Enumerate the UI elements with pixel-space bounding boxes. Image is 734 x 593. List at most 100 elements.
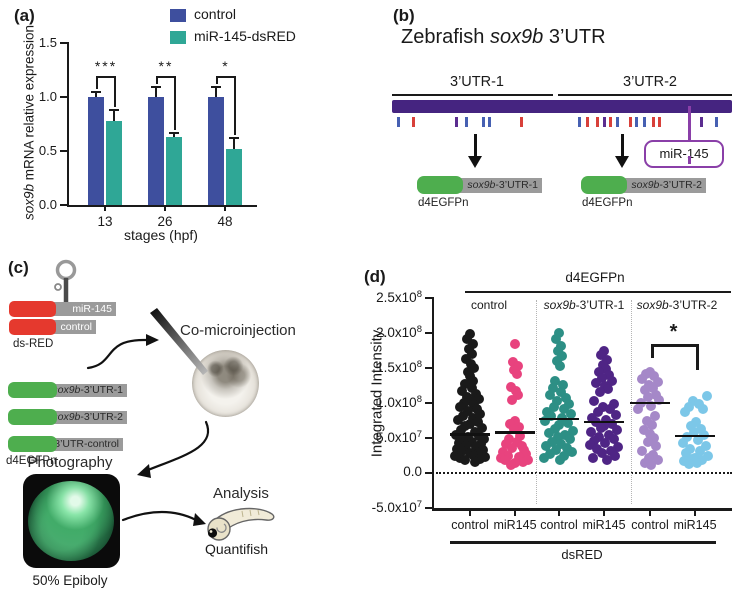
data-point [478,444,488,455]
data-point [702,391,712,401]
data-point [545,449,555,460]
scatter-group-header: control [470,298,508,312]
data-point [558,379,568,390]
x-axis-tick [164,205,166,211]
embryo-illustration [192,350,259,417]
fluorescence-photo [23,474,120,568]
y-axis-tick [425,401,434,405]
data-point [603,384,613,394]
green-embryo-image [28,481,114,561]
data-point [688,395,698,406]
median-line [584,420,624,424]
y-axis-tick [60,41,69,45]
dsred-mir145-tag: miR-145 [50,302,116,316]
data-point [654,395,664,406]
data-point [639,424,649,435]
data-point [521,449,531,460]
bar-control [88,97,104,205]
y-axis-tick [425,296,434,300]
error-bar-cap [109,109,119,112]
data-point [467,382,477,393]
error-bar [173,133,175,137]
data-point [637,445,647,456]
y-axis-tick [425,471,434,475]
down-arrow-icon [620,134,624,156]
data-point [457,386,467,397]
data-point [501,438,511,449]
data-point [610,450,620,461]
data-point [649,371,659,382]
panel-b: (b) Zebrafish sox9b 3’UTR 3’UTR-1 3’UTR-… [385,0,734,250]
data-point [508,356,518,367]
dsred-box [9,319,56,335]
analysis-step-label: Analysis [213,485,269,502]
data-point [554,328,564,338]
dsred-control-tag: control [50,320,96,334]
group-separator [536,300,537,504]
median-line [630,401,670,405]
title-prefix: Zebrafish [401,26,490,48]
gfp-control-tag: 3’UTR-control [50,438,123,451]
x-axis-tick-label: 13 [97,214,113,229]
data-point [475,408,485,419]
utr-site-tick [608,117,612,127]
x-axis-tick-label: miR145 [582,518,626,532]
sig-bracket [651,344,699,347]
data-point [597,448,607,459]
data-point [513,360,523,371]
bar-control [148,97,164,205]
data-point [698,404,708,415]
utr-site-tick [652,117,656,127]
x-axis-tick-label: miR145 [673,518,717,532]
tag-rest: -3’UTR-2 [80,411,123,423]
data-point [506,381,516,392]
error-bar [233,139,235,149]
header-line [465,291,731,293]
x-axis-tick-label: miR145 [493,518,537,532]
utr-site-tick [634,117,638,127]
data-point [692,457,702,468]
reporter-construct-utr1: sox9b-3’UTR-1 d4EGFPn [417,176,547,216]
data-point [550,423,560,434]
epiboly-label: 50% Epiboly [32,573,108,588]
data-point [467,349,477,359]
mir145-site-line [688,106,691,168]
y-axis-tick [425,506,434,510]
panel-d-plot: 2.5x108 2.0x108 1.5x108 1.0x108 5.0x107 0.0 -5… [372,289,732,562]
data-point [598,401,608,412]
data-point [547,436,557,447]
sig-bracket [651,344,654,358]
utr-site-tick [603,117,606,127]
sig-bracket [234,76,236,136]
data-point [650,411,660,422]
data-point [457,446,467,457]
sig-bracket [96,76,98,89]
data-point [686,421,696,432]
quantifish-label: Quantifish [205,541,269,557]
utr1-region-line [392,94,553,96]
y-axis-tick-label: 1.0x108 [376,394,422,410]
data-point [684,458,694,469]
mir145-site-stub [688,156,691,164]
data-point [552,395,562,406]
gfp-utr1-tag: sox9b-3’UTR-1 [50,384,127,397]
data-point [506,459,516,470]
y-axis-tick [60,203,69,207]
error-bar [95,92,97,97]
gfp-box [417,176,463,194]
data-point [564,398,574,409]
data-point [678,437,688,448]
flow-arrow-to-analysis [121,510,206,526]
data-point [523,454,533,465]
title-suffix: 3’UTR [543,26,606,48]
x-axis-tick-label: control [631,518,669,532]
dsred-box [9,301,56,317]
data-point [696,423,706,434]
data-point [469,363,479,373]
data-point [551,333,561,344]
data-point [646,459,656,470]
data-point [462,334,472,345]
data-point [594,431,604,442]
data-point [559,404,569,415]
data-point [468,412,478,423]
